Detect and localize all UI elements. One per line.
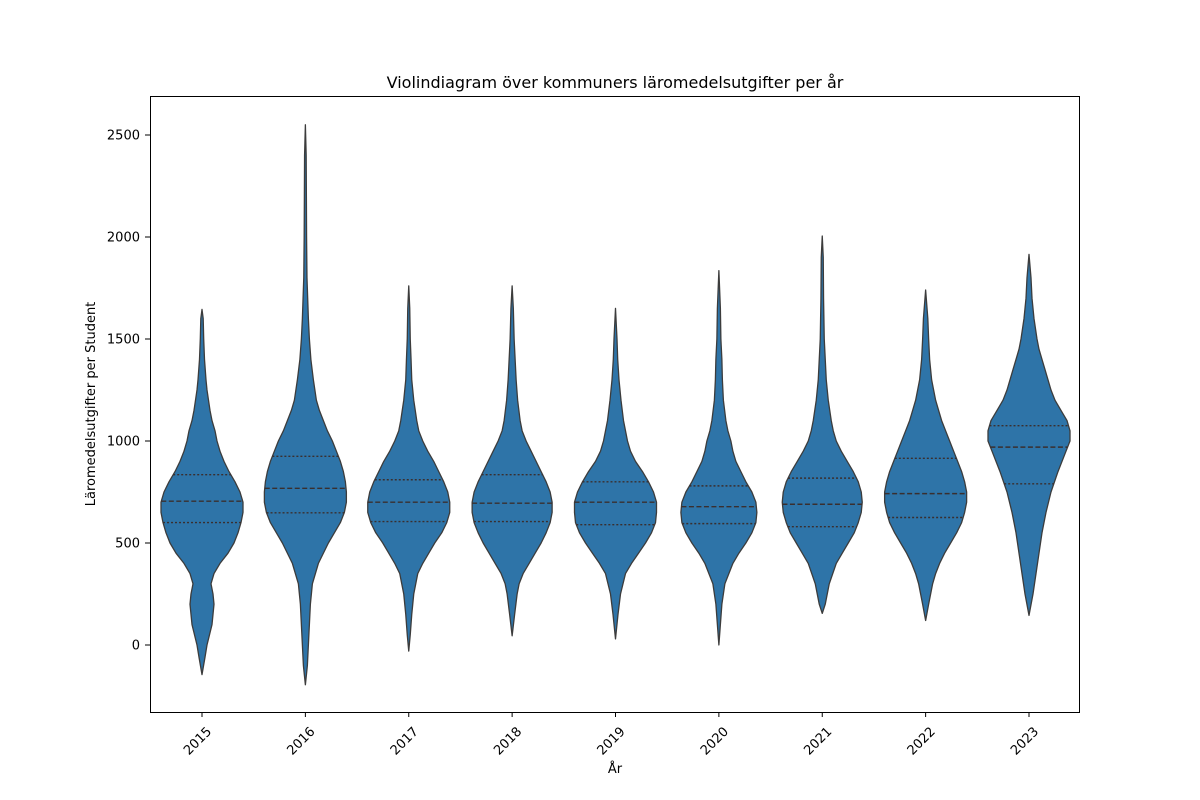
x-tick-label: 2020 — [698, 724, 732, 758]
y-tick-label: 1000 — [107, 435, 140, 450]
violin-body — [160, 308, 244, 676]
violin-body — [471, 285, 553, 637]
violin-body — [680, 270, 758, 646]
y-tick-label: 1500 — [107, 333, 140, 348]
x-tick-label: 2023 — [1008, 724, 1042, 758]
violin-body — [263, 124, 348, 686]
x-tick-label: 2019 — [595, 724, 629, 758]
violin-2019 — [573, 307, 658, 640]
y-tick-label: 2500 — [107, 129, 140, 144]
violins-group — [160, 124, 1071, 686]
x-tick-label: 2016 — [284, 724, 318, 758]
y-tick-label: 2000 — [107, 231, 140, 246]
violin-2022 — [883, 289, 968, 622]
violin-2017 — [367, 285, 451, 652]
y-tick-label: 0 — [132, 639, 140, 654]
violin-body — [573, 307, 658, 640]
y-axis-label: Läromedelsutgifter per Student — [84, 302, 99, 507]
chart-title: Violindiagram över kommuners läromedelsu… — [387, 73, 844, 92]
violin-2020 — [680, 270, 758, 646]
violin-2018 — [471, 285, 553, 637]
x-tick-label: 2022 — [905, 724, 939, 758]
violin-body — [367, 285, 451, 652]
violin-2016 — [263, 124, 348, 686]
y-axis: 0 500 1000 1500 2000 2500 — [107, 129, 150, 654]
violin-body — [987, 253, 1071, 617]
violin-2023 — [987, 253, 1071, 617]
x-axis-label: År — [608, 761, 623, 777]
violin-body — [781, 235, 863, 615]
y-tick-label: 500 — [115, 537, 140, 552]
x-tick-label: 2018 — [491, 724, 525, 758]
x-axis: 2015 2016 2017 2018 2019 2020 2021 2022 2023 — [181, 712, 1042, 758]
x-tick-label: 2015 — [181, 724, 215, 758]
x-tick-label: 2021 — [801, 724, 835, 758]
violin-body — [883, 289, 968, 622]
x-tick-label: 2017 — [388, 724, 422, 758]
violin-2015 — [160, 308, 244, 676]
violin-2021 — [781, 235, 863, 615]
